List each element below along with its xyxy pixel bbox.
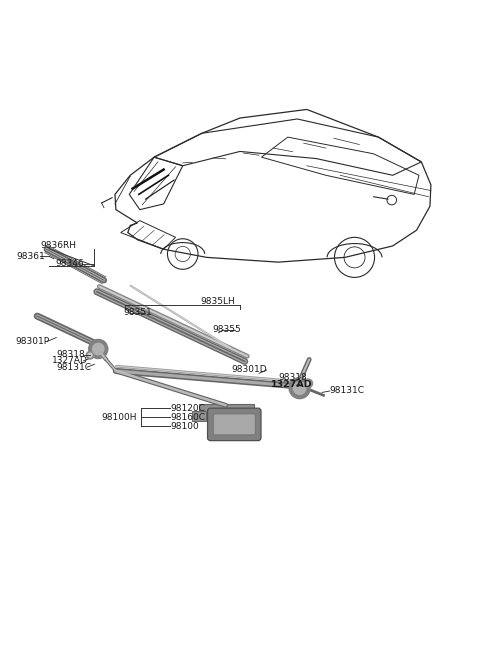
Text: 98318: 98318: [57, 350, 85, 359]
Circle shape: [89, 339, 108, 359]
Text: 98355: 98355: [212, 325, 241, 335]
Circle shape: [289, 378, 310, 399]
Text: 1327AD: 1327AD: [271, 380, 312, 389]
Circle shape: [293, 382, 306, 394]
Circle shape: [304, 379, 312, 388]
Text: 9835LH: 9835LH: [201, 297, 236, 306]
Text: 98131C: 98131C: [330, 386, 365, 396]
Text: 98160C: 98160C: [171, 413, 206, 422]
FancyBboxPatch shape: [207, 408, 261, 441]
FancyBboxPatch shape: [213, 414, 255, 435]
Text: 98351: 98351: [123, 308, 152, 318]
Text: 98131C: 98131C: [57, 363, 92, 372]
Text: 98120C: 98120C: [171, 403, 205, 413]
Circle shape: [88, 354, 92, 357]
Text: 98361: 98361: [17, 252, 46, 261]
Polygon shape: [192, 411, 205, 420]
Text: 98301D: 98301D: [231, 365, 267, 375]
Polygon shape: [199, 404, 254, 413]
Circle shape: [93, 343, 104, 355]
Text: 98100H: 98100H: [102, 413, 137, 422]
Text: 98346: 98346: [55, 259, 84, 268]
Circle shape: [306, 381, 311, 386]
Text: 98100: 98100: [171, 422, 200, 431]
Text: 98301P: 98301P: [16, 337, 50, 346]
Text: 9836RH: 9836RH: [40, 241, 76, 251]
Text: 1327AD: 1327AD: [51, 356, 87, 365]
Circle shape: [86, 352, 94, 359]
Text: 98318: 98318: [278, 373, 307, 382]
